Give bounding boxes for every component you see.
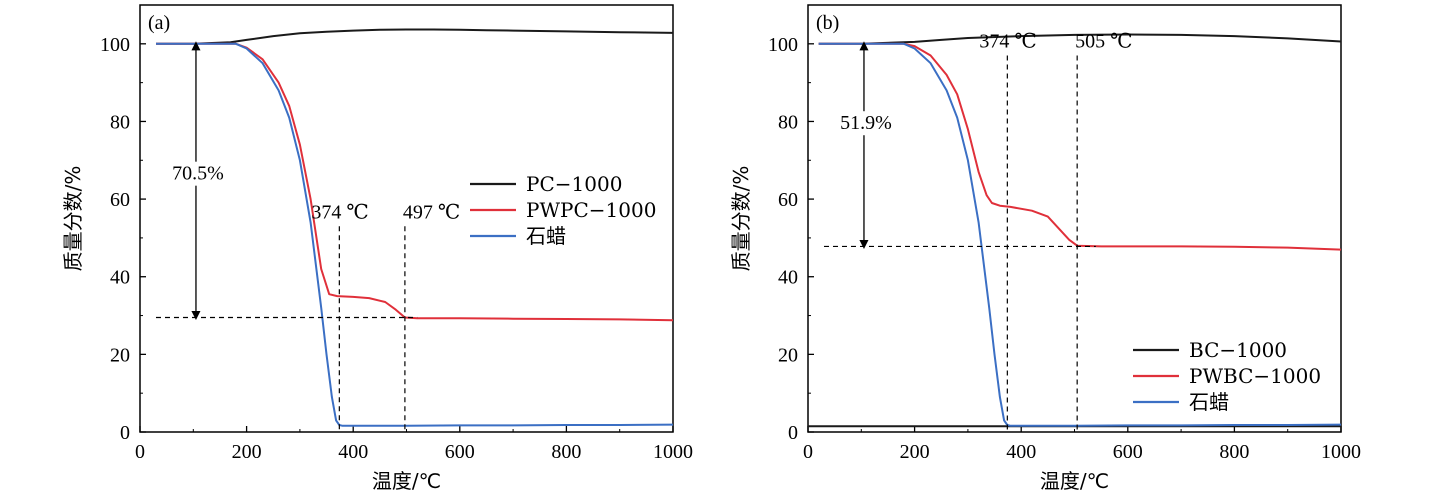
x-tick-label: 600 <box>1113 441 1143 463</box>
x-tick-label: 200 <box>232 441 262 463</box>
legend-label: 石蜡 <box>1189 390 1229 414</box>
y-tick-label: 40 <box>778 267 798 289</box>
mass-loss-label: 70.5% <box>172 163 224 185</box>
series-line-2 <box>156 42 674 427</box>
mass-loss-label-bg <box>165 161 230 186</box>
x-tick-label: 400 <box>338 441 368 463</box>
legend-label: BC−1000 <box>1189 338 1287 362</box>
series-line-3 <box>818 42 1342 427</box>
y-tick-label: 20 <box>778 344 798 366</box>
series-line-1 <box>156 42 674 322</box>
y-tick-label: 0 <box>788 422 798 444</box>
y-tick-label: 40 <box>110 267 130 289</box>
series-line-2 <box>818 42 1342 251</box>
x-tick-label: 0 <box>135 441 145 463</box>
temperature-label: 374 ℃ <box>979 30 1036 52</box>
panel-label: (a) <box>148 12 170 34</box>
x-tick-label: 1000 <box>1321 441 1361 463</box>
legend-label: PWPC−1000 <box>526 198 656 222</box>
x-tick-label: 200 <box>900 441 930 463</box>
temperature-label: 505 ℃ <box>1075 30 1132 52</box>
y-tick-label: 80 <box>110 111 130 133</box>
y-tick-label: 100 <box>100 34 130 56</box>
x-tick-label: 1000 <box>653 441 693 463</box>
y-tick-label: 20 <box>110 344 130 366</box>
x-axis-title: 温度/℃ <box>372 469 441 493</box>
y-tick-label: 80 <box>778 111 798 133</box>
x-tick-label: 0 <box>803 441 813 463</box>
legend-label: 石蜡 <box>526 224 566 248</box>
y-tick-label: 60 <box>778 189 798 211</box>
series-line-0 <box>156 28 674 45</box>
legend-label: PWBC−1000 <box>1189 364 1321 388</box>
y-axis-title: 质量分数/% <box>729 166 753 272</box>
mass-loss-label: 51.9% <box>840 112 892 134</box>
y-axis-title: 质量分数/% <box>61 166 85 272</box>
x-tick-label: 600 <box>445 441 475 463</box>
x-tick-label: 400 <box>1006 441 1036 463</box>
y-tick-label: 100 <box>768 34 798 56</box>
y-tick-label: 60 <box>110 189 130 211</box>
temperature-label: 497 ℃ <box>403 201 460 223</box>
panel-b: 0 200 400 600 800 1000 0 20 40 60 80 100 温度/℃ 质量分数/% (… <box>729 4 1361 493</box>
x-axis-title: 温度/℃ <box>1040 469 1109 493</box>
temperature-label: 374 ℃ <box>311 201 368 223</box>
series-line-1 <box>818 33 1342 45</box>
x-tick-label: 800 <box>1219 441 1249 463</box>
x-tick-label: 800 <box>551 441 581 463</box>
legend-label: PC−1000 <box>526 172 622 196</box>
mass-loss-label-bg <box>833 111 898 136</box>
panel-a: 0 200 400 600 800 1000 0 20 40 60 80 100 温度/℃ 质量分数/% (… <box>61 4 693 493</box>
panel-label: (b) <box>816 12 839 34</box>
y-tick-label: 0 <box>120 422 130 444</box>
